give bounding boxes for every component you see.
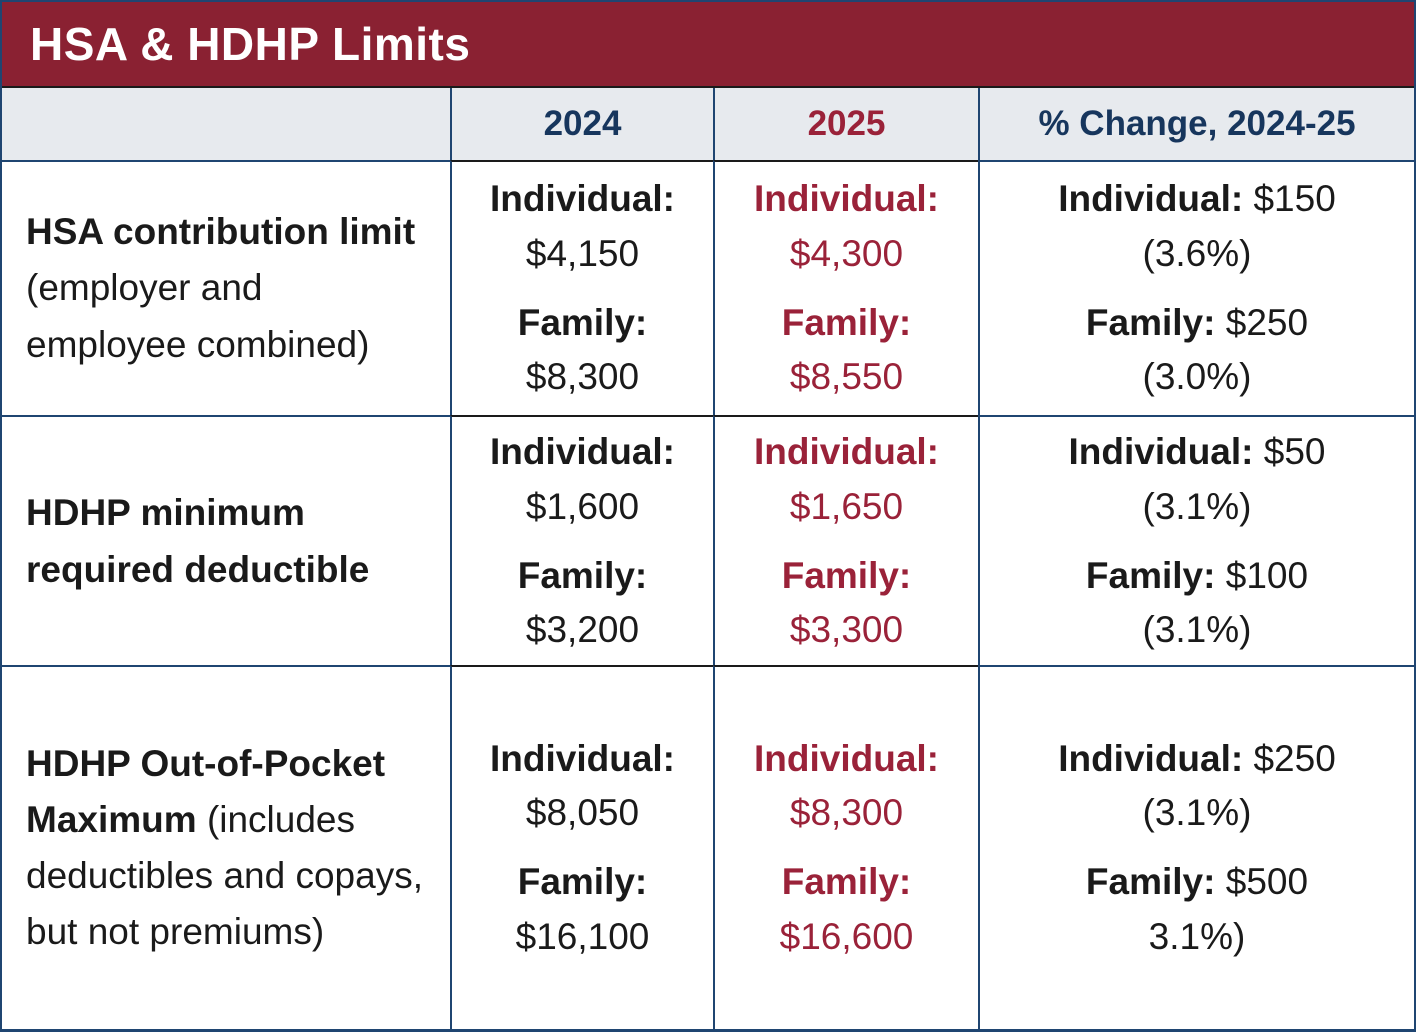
header-cell-2025: 2025 <box>713 88 978 160</box>
page-title: HSA & HDHP Limits <box>30 18 471 70</box>
individual-change-pair: Individual: $250 (3.1%) <box>1058 737 1336 834</box>
family-value-pair: Family: $3,200 <box>517 554 648 651</box>
cell-change-min-deductible: Individual: $50 (3.1%) Family: $100 (3.1… <box>978 415 1414 666</box>
individual-value-pair: Individual: $8,050 <box>490 737 675 834</box>
column-header-2024: 2024 <box>543 104 622 143</box>
cell-change-oop-max: Individual: $250 (3.1%) Family: $500 3.1… <box>978 665 1414 1029</box>
row-label-hdhp-min-deductible: HDHP minimum required deductible <box>2 415 450 666</box>
table-row-hdhp-min-deductible: HDHP minimum required deductible Individ… <box>2 415 1414 666</box>
cell-2024-min-deductible: Individual: $1,600 Family: $3,200 <box>450 415 713 666</box>
row-label-hdhp-oop-max: HDHP Out-of-Pocket Maximum (includes ded… <box>2 665 450 1029</box>
row-label-text: HDHP minimum required deductible <box>26 492 370 590</box>
header-cell-change: % Change, 2024-25 <box>978 88 1414 160</box>
individual-value-pair: Individual: $8,300 <box>754 737 939 834</box>
family-value-pair: Family: $8,550 <box>781 301 912 398</box>
individual-change-pair: Individual: $150 (3.6%) <box>1058 178 1336 274</box>
row-label-text: HDHP Out-of-Pocket Maximum (includes ded… <box>26 742 423 953</box>
individual-change-pair: Individual: $50 (3.1%) <box>1068 431 1326 527</box>
individual-value-pair: Individual: $1,650 <box>754 431 939 527</box>
cell-2025-hsa-contribution: Individual: $4,300 Family: $8,550 <box>713 160 978 415</box>
table-row-hdhp-oop-max: HDHP Out-of-Pocket Maximum (includes ded… <box>2 665 1414 1029</box>
row-label-text: HSA contribution limit (employer and emp… <box>26 211 416 365</box>
family-change-pair: Family: $250 (3.0%) <box>1085 301 1309 398</box>
individual-value-pair: Individual: $4,150 <box>490 178 675 274</box>
row-label-hsa-contribution-limit: HSA contribution limit (employer and emp… <box>2 160 450 415</box>
family-change-pair: Family: $500 3.1%) <box>1085 861 1309 957</box>
column-header-2025: 2025 <box>807 104 886 143</box>
column-header-change: % Change, 2024-25 <box>1038 104 1356 143</box>
table-row-hsa-contribution-limit: HSA contribution limit (employer and emp… <box>2 160 1414 415</box>
cell-change-hsa-contribution: Individual: $150 (3.6%) Family: $250 (3.… <box>978 160 1414 415</box>
cell-2024-hsa-contribution: Individual: $4,150 Family: $8,300 <box>450 160 713 415</box>
title-bar: HSA & HDHP Limits <box>2 2 1414 88</box>
family-value-pair: Family: $3,300 <box>781 554 912 651</box>
individual-value-pair: Individual: $1,600 <box>490 431 675 527</box>
header-row: 2024 2025 % Change, 2024-25 <box>2 88 1414 160</box>
cell-2025-min-deductible: Individual: $1,650 Family: $3,300 <box>713 415 978 666</box>
family-value-pair: Family: $16,100 <box>515 861 650 957</box>
header-cell-blank <box>2 88 450 160</box>
family-change-pair: Family: $100 (3.1%) <box>1085 554 1309 651</box>
cell-2025-oop-max: Individual: $8,300 Family: $16,600 <box>713 665 978 1029</box>
individual-value-pair: Individual: $4,300 <box>754 178 939 274</box>
cell-2024-oop-max: Individual: $8,050 Family: $16,100 <box>450 665 713 1029</box>
header-cell-2024: 2024 <box>450 88 713 160</box>
family-value-pair: Family: $8,300 <box>517 301 648 398</box>
family-value-pair: Family: $16,600 <box>779 861 914 957</box>
